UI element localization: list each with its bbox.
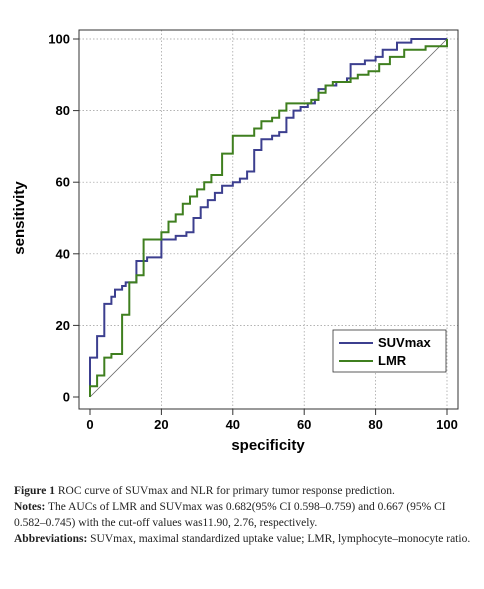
legend-box bbox=[332, 329, 447, 373]
caption-abbrev-label: Abbreviations: bbox=[14, 533, 88, 545]
caption-abbrev-text: SUVmax, maximal standardized uptake valu… bbox=[87, 533, 471, 545]
caption-figure-label: Figure 1 bbox=[14, 485, 55, 497]
x-axis-title: specificity bbox=[231, 437, 305, 454]
y-tick-label: 20 bbox=[56, 318, 70, 333]
series-line-lmr bbox=[89, 39, 448, 397]
reference-diagonal bbox=[89, 38, 448, 398]
roc-chart: 0 20 40 60 80 100 0 20 40 60 80 100 specificity sen… bbox=[11, 29, 459, 454]
caption-abbreviations: Abbreviations: SUVmax, maximal standardi… bbox=[14, 531, 476, 547]
x-tick-label: 100 bbox=[436, 417, 458, 432]
y-tick-label: 40 bbox=[56, 246, 70, 261]
caption-title: Figure 1 ROC curve of SUVmax and NLR for… bbox=[14, 483, 476, 499]
figure-caption: Figure 1 ROC curve of SUVmax and NLR for… bbox=[14, 483, 476, 547]
x-tick-label: 80 bbox=[368, 417, 382, 432]
y-axis-title: sensitivity bbox=[11, 181, 28, 255]
x-tick-label: 60 bbox=[297, 417, 311, 432]
y-tick-label: 0 bbox=[63, 390, 70, 405]
grid-lines bbox=[79, 30, 458, 409]
legend-label-suvmax: SUVmax bbox=[378, 335, 432, 350]
x-tick-label: 0 bbox=[86, 417, 93, 432]
legend-label-lmr: LMR bbox=[378, 353, 407, 368]
legend: SUVmax LMR bbox=[332, 329, 447, 373]
series-lines bbox=[89, 38, 448, 397]
caption-notes-label: Notes: bbox=[14, 501, 46, 513]
series-line-suvmax bbox=[89, 38, 447, 397]
axis-ticks: 0 20 40 60 80 100 0 20 40 60 80 100 bbox=[48, 32, 458, 433]
caption-notes: Notes: The AUCs of LMR and SUVmax was 0.… bbox=[14, 499, 476, 531]
y-tick-label: 80 bbox=[56, 103, 70, 118]
plot-frame bbox=[78, 29, 459, 410]
y-tick-label: 60 bbox=[56, 175, 70, 190]
caption-notes-text: The AUCs of LMR and SUVmax was 0.682(95%… bbox=[14, 501, 446, 529]
x-tick-label: 40 bbox=[226, 417, 240, 432]
y-tick-label: 100 bbox=[48, 32, 70, 47]
caption-title-text: ROC curve of SUVmax and NLR for primary … bbox=[55, 485, 395, 497]
x-tick-label: 20 bbox=[154, 417, 168, 432]
